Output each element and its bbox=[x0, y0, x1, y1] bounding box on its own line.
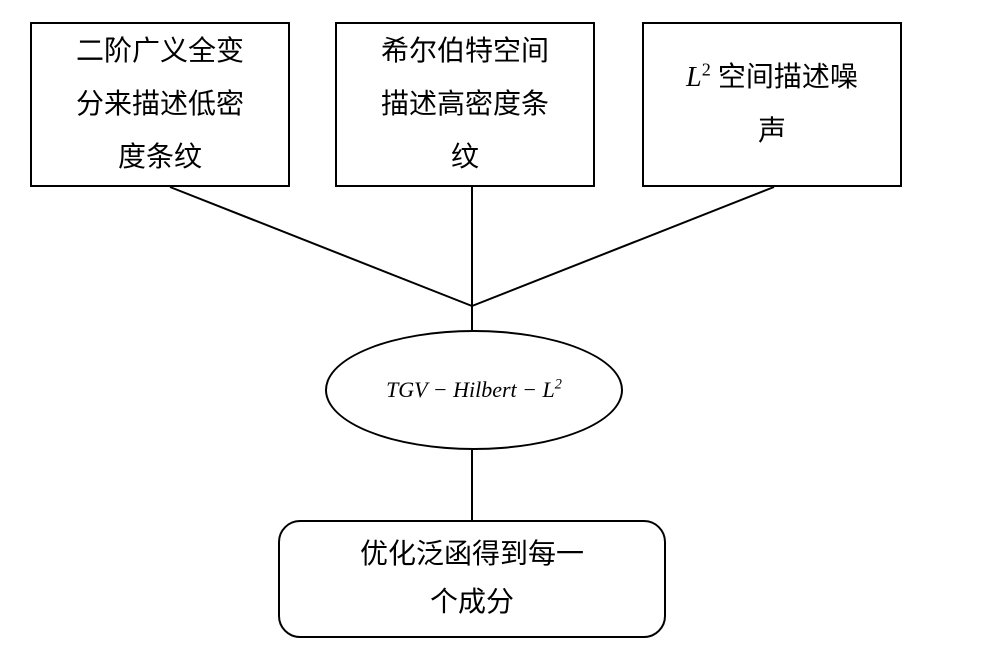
top-box-hilbert: 希尔伯特空间 描述高密度条 纹 bbox=[335, 22, 595, 187]
text-span: L bbox=[543, 377, 555, 402]
top-box-tgv: 二阶广义全变 分来描述低密 度条纹 bbox=[30, 22, 290, 187]
l2-symbol: L bbox=[686, 62, 702, 93]
text-line: 希尔伯特空间 bbox=[381, 36, 549, 67]
text-line: 纹 bbox=[451, 142, 479, 173]
top-box-hilbert-text: 希尔伯特空间 描述高密度条 纹 bbox=[381, 25, 549, 185]
text-span: TGV bbox=[386, 377, 427, 402]
text-sup: 2 bbox=[555, 377, 562, 393]
model-ellipse: TGV − Hilbert − L2 bbox=[325, 330, 623, 450]
result-box-text: 优化泛函得到每一 个成分 bbox=[360, 531, 584, 626]
text-line: 描述高密度条 bbox=[381, 89, 549, 120]
diagram-canvas: 二阶广义全变 分来描述低密 度条纹 希尔伯特空间 描述高密度条 纹 L2 空间描… bbox=[0, 0, 1000, 662]
model-ellipse-text: TGV − Hilbert − L2 bbox=[386, 377, 562, 403]
text-line: 二阶广义全变 bbox=[76, 36, 244, 67]
text-span: − bbox=[517, 377, 543, 402]
text-line: 个成分 bbox=[430, 587, 514, 618]
text-line: L2 空间描述噪 bbox=[686, 62, 858, 93]
text-span: 空间描述噪 bbox=[711, 62, 858, 93]
top-box-l2: L2 空间描述噪 声 bbox=[642, 22, 902, 187]
text-line: 优化泛函得到每一 bbox=[360, 539, 584, 570]
text-span: − bbox=[427, 377, 453, 402]
top-box-l2-text: L2 空间描述噪 声 bbox=[686, 51, 858, 157]
text-span: Hilbert bbox=[453, 377, 517, 402]
text-line: 度条纹 bbox=[118, 142, 202, 173]
top-box-tgv-text: 二阶广义全变 分来描述低密 度条纹 bbox=[76, 25, 244, 185]
text-line: 声 bbox=[758, 116, 786, 147]
l2-sup: 2 bbox=[702, 60, 711, 80]
text-line: 分来描述低密 bbox=[76, 89, 244, 120]
result-box: 优化泛函得到每一 个成分 bbox=[278, 520, 666, 638]
